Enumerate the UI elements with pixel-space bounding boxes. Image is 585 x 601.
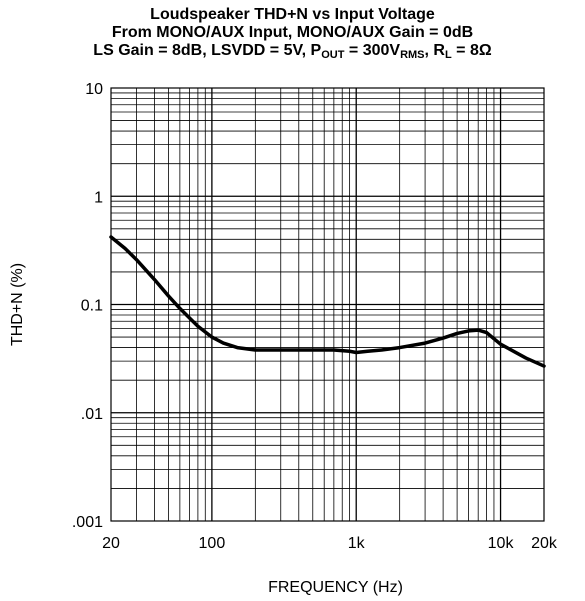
- x-tick-label: 10k: [488, 535, 515, 552]
- title-3-sub-out: OUT: [321, 49, 345, 61]
- series-line-thd: [109, 235, 546, 368]
- chart-title-line-1: Loudspeaker THD+N vs Input Voltage: [150, 6, 435, 23]
- y-tick-label: 1: [94, 189, 103, 206]
- y-axis-label: THD+N (%): [9, 263, 26, 346]
- y-tick-label: .01: [81, 406, 103, 423]
- x-tick-labels: 20 100 1k 10k 20k: [102, 535, 558, 552]
- title-3-part-d: = 8Ω: [451, 42, 492, 59]
- title-3-part-b: = 300V: [344, 42, 401, 59]
- y-tick-labels: 10 1 0.1 .01 .001: [72, 81, 103, 531]
- chart-title-line-2: From MONO/AUX Input, MONO/AUX Gain = 0dB: [111, 24, 474, 41]
- x-axis-label: FREQUENCY (Hz): [268, 579, 403, 596]
- plot-frame: [110, 87, 545, 522]
- x-tick-label: 20: [102, 535, 120, 552]
- y-tick-label: 0.1: [81, 298, 103, 315]
- chart-title-line-3: LS Gain = 8dB, LSVDD = 5V, POUT = 300VRM…: [0, 42, 585, 64]
- title-3-sub-l: L: [444, 49, 452, 61]
- y-tick-label: 10: [85, 81, 103, 98]
- title-3-sub-rms: RMS: [400, 49, 425, 61]
- x-tick-label: 100: [199, 535, 226, 552]
- x-tick-label: 20k: [531, 535, 558, 552]
- major-gridlines: [111, 88, 544, 521]
- y-tick-label: .001: [72, 514, 103, 531]
- minor-gridlines: [111, 88, 544, 521]
- title-3-part-a: LS Gain = 8dB, LSVDD = 5V, P: [93, 42, 322, 59]
- x-tick-label: 1k: [348, 535, 366, 552]
- title-3-part-c: , R: [424, 42, 445, 59]
